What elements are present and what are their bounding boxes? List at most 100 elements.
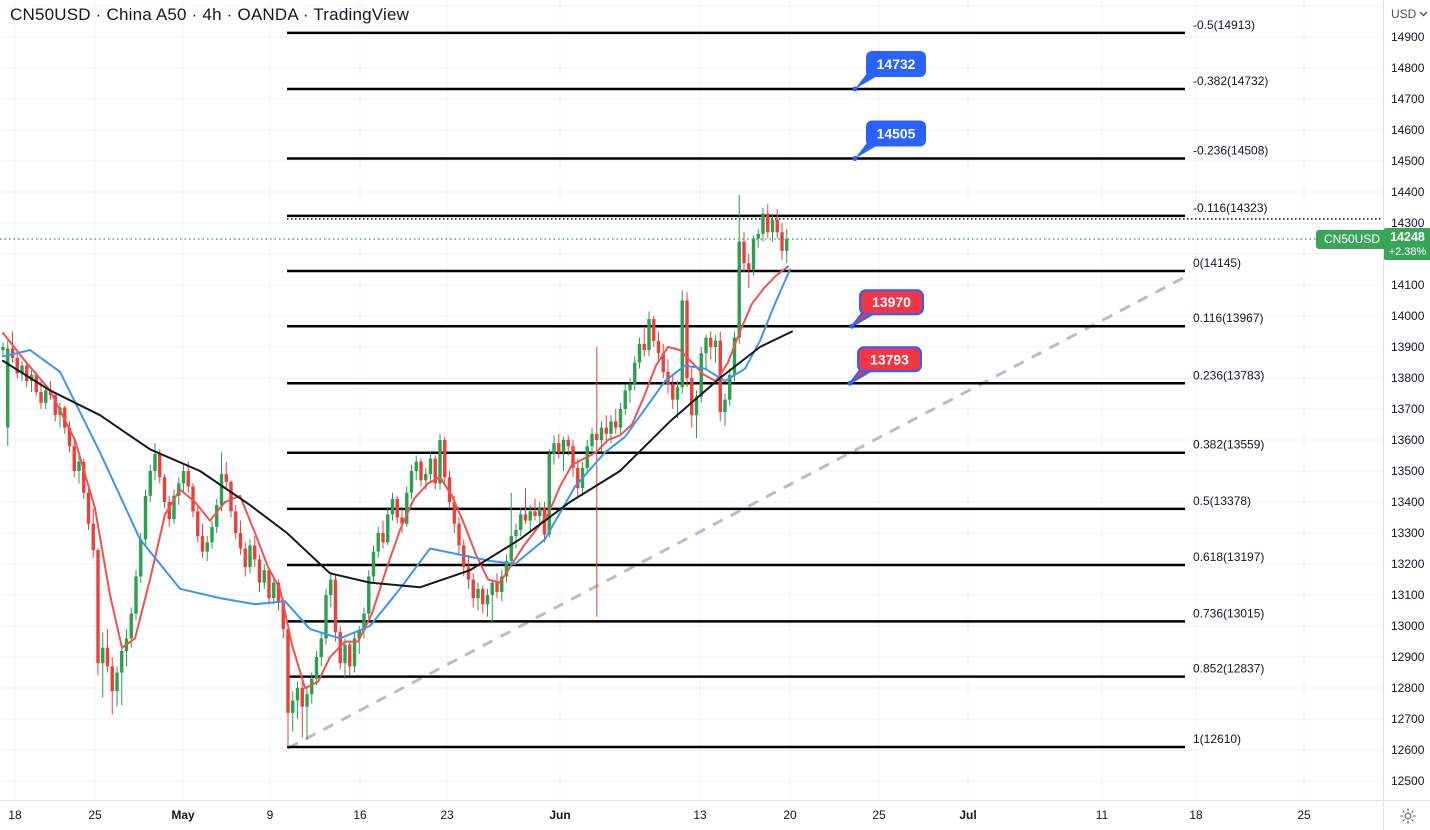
candle-body — [732, 337, 737, 375]
candle-body — [737, 241, 741, 338]
candle-body — [599, 427, 604, 440]
candle-body — [215, 505, 219, 527]
candle-body — [6, 348, 10, 428]
theme-sun-icon[interactable] — [1400, 808, 1416, 824]
callout-anchor-dot[interactable] — [847, 380, 853, 386]
candle-body — [476, 588, 480, 599]
candle-body — [276, 582, 281, 603]
candle-body — [243, 548, 247, 568]
candle-body — [15, 357, 19, 374]
symbol-title[interactable]: CN50USD · China A50 · 4h · OANDA · Tradi… — [10, 5, 410, 24]
candle-body — [504, 560, 509, 577]
candle-body — [386, 514, 390, 543]
candle-body — [642, 343, 646, 351]
ma-mid-blue[interactable] — [2, 268, 791, 640]
candle-body — [452, 502, 456, 524]
candle-body — [481, 588, 485, 605]
price-tick: 13100 — [1391, 588, 1425, 603]
callout-box[interactable] — [866, 50, 926, 77]
candle-body — [485, 595, 490, 605]
price-tick: 13400 — [1391, 495, 1425, 509]
candle-body — [196, 511, 200, 537]
callout-anchor-dot[interactable] — [852, 155, 858, 161]
candle-body — [229, 481, 233, 512]
last-price-change: +2.38% — [1388, 246, 1427, 259]
candle-body — [680, 300, 684, 388]
ma-fast-red[interactable] — [2, 265, 789, 690]
price-callout[interactable]: 14732 — [852, 50, 927, 92]
callout-box[interactable] — [859, 289, 924, 316]
candle-body — [647, 319, 651, 351]
candle-body — [291, 700, 295, 713]
last-price-flag[interactable]: 14248 +2.38% — [1384, 228, 1430, 261]
candle-body — [319, 638, 323, 658]
candle-body — [713, 340, 718, 347]
ma-slow-black[interactable] — [2, 330, 793, 589]
candle-body — [590, 433, 594, 447]
price-tick: 13200 — [1391, 557, 1425, 572]
time-tick: 18 — [1189, 808, 1203, 822]
currency-selector[interactable]: USD — [1391, 7, 1428, 21]
symbol-price-flag[interactable]: CN50USD — [1316, 229, 1389, 249]
candle-body — [671, 384, 675, 400]
candle-body — [561, 440, 566, 453]
callout-box[interactable] — [866, 120, 926, 147]
candle-body — [1, 346, 5, 351]
fib-level-label: 0.116(13967) — [1193, 311, 1264, 325]
candle-body — [785, 239, 789, 251]
candle-body — [694, 396, 699, 416]
fib-level-label: -0.116(14323) — [1193, 201, 1268, 215]
callout-box[interactable] — [857, 346, 922, 373]
fib-level-label: 1(12610) — [1193, 732, 1241, 746]
fib-level-label: -0.5(14913) — [1193, 18, 1255, 32]
candle-body — [295, 688, 300, 701]
candle-body — [595, 433, 599, 440]
candle-body — [134, 576, 138, 614]
candle-body — [224, 474, 228, 482]
price-callout[interactable]: 13970 — [849, 289, 924, 329]
candle-body — [424, 474, 428, 481]
candle-body — [419, 461, 423, 481]
time-tick: Jun — [549, 808, 571, 822]
candle-body — [67, 427, 72, 447]
candle-body — [704, 337, 708, 354]
price-scale[interactable]: USD 14900 14800 14700 14600 14500 14400 14300 1… — [1383, 0, 1430, 800]
candle-body — [443, 440, 447, 478]
price-tick: 13700 — [1391, 401, 1425, 416]
candle-body — [44, 390, 48, 403]
candle-body — [457, 523, 461, 546]
candle-body — [428, 458, 433, 475]
candle-body — [25, 365, 29, 382]
candle-body — [219, 474, 224, 506]
time-scale[interactable]: 18 25 May 9 16 23 Jun 13 20 25 Jul 11 18 25 — [0, 800, 1430, 830]
candle-body — [628, 384, 632, 391]
callout-anchor-dot[interactable] — [849, 323, 855, 329]
axis-corner[interactable] — [1383, 801, 1430, 830]
candle-body — [281, 602, 285, 630]
candle-body — [86, 492, 91, 524]
fib-retracement[interactable]: -0.5(14913) -0.382(14732) -0.236(14508) -0.… — [287, 18, 1268, 749]
candle-body — [538, 508, 542, 516]
candle-body — [552, 443, 556, 454]
candle-body — [656, 340, 661, 354]
time-tick: 25 — [88, 808, 102, 822]
candle-body — [381, 533, 385, 543]
candle-body — [447, 477, 452, 503]
grid — [0, 0, 1383, 800]
candle-body — [101, 647, 105, 664]
candle-body — [761, 213, 765, 234]
candle-body — [395, 498, 399, 518]
candle-body — [205, 542, 209, 552]
candle-body — [690, 377, 694, 416]
price-callout[interactable]: 13793 — [847, 346, 922, 386]
callout-anchor-dot[interactable] — [852, 86, 858, 92]
candle-body — [509, 536, 513, 561]
candle-body — [329, 579, 333, 596]
fib-level-label: 0.618(13197) — [1193, 550, 1264, 564]
price-tick: 13000 — [1391, 619, 1425, 634]
price-callout[interactable]: 14505 — [852, 120, 927, 161]
chart-canvas[interactable]: -0.5(14913) -0.382(14732) -0.236(14508) -0.… — [0, 0, 1383, 800]
trend-line[interactable] — [287, 275, 1186, 750]
candle-body — [609, 421, 613, 434]
